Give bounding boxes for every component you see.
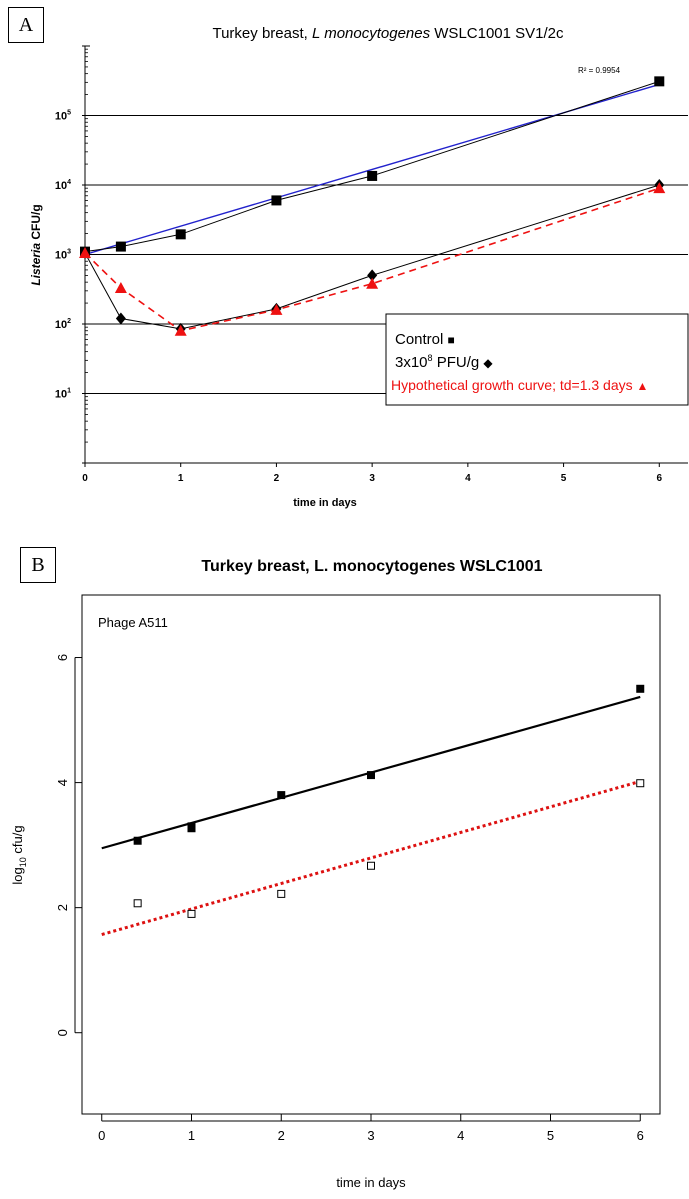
y-tick-label-0: 101: [55, 388, 71, 401]
control-point-3: [277, 791, 286, 800]
chart-b-y-ticks: 0 2 4 6: [55, 654, 82, 1036]
legend-item-phage: 3x108 PFU/g ◆: [395, 353, 493, 371]
phage-fit-line: [101, 779, 641, 936]
chart-b-title: Turkey breast, L. monocytogenes WSLC1001: [201, 558, 542, 575]
x-tick-label-3: 3: [367, 1128, 374, 1143]
x-tick-label-5: 5: [561, 473, 567, 484]
x-tick-label-2: 2: [274, 473, 280, 484]
x-tick-label-6: 6: [657, 473, 663, 484]
chart-b-points: [133, 684, 645, 918]
chart-a: Turkey breast, L monocytogenes WSLC1001 …: [29, 25, 689, 509]
control-fit-line: [101, 695, 641, 850]
control-point-5: [636, 684, 645, 693]
y-tick-label-2: 4: [55, 779, 70, 786]
point-square-3: [271, 195, 282, 206]
x-tick-label-1: 1: [188, 1128, 195, 1143]
y-tick-label-1: 2: [55, 904, 70, 911]
x-tick-label-2: 2: [278, 1128, 285, 1143]
chart-b-y-axis-label: log10 cfu/g: [10, 825, 28, 884]
point-square-1: [115, 241, 126, 252]
phage-point-0: [133, 899, 142, 908]
y-tick-label-3: 104: [55, 179, 71, 192]
point-triangle-4: [366, 277, 379, 289]
chart-b-fit-lines: [101, 695, 641, 936]
y-tick-label-2: 103: [55, 249, 71, 262]
phage-point-2: [277, 889, 286, 898]
control-point-2: [187, 822, 196, 831]
x-tick-label-3: 3: [369, 473, 375, 484]
point-triangle-2: [174, 324, 187, 336]
point-square-2: [175, 229, 186, 240]
series-line-0: [84, 80, 660, 253]
point-triangle-0: [79, 247, 91, 259]
control-point-0: [133, 836, 142, 845]
point-square-4: [367, 170, 378, 181]
point-diamond-1: [115, 312, 126, 325]
y-tick-label-3: 6: [55, 654, 70, 661]
point-diamond-4: [367, 269, 378, 282]
control-point-1: [187, 824, 196, 833]
series-line-1: [84, 184, 660, 330]
control-point-4: [367, 771, 375, 780]
y-tick-label-0: 0: [55, 1029, 70, 1036]
point-triangle-5: [653, 182, 666, 194]
legend-box: [385, 313, 689, 406]
x-tick-label-4: 4: [465, 473, 471, 484]
x-tick-label-0: 0: [82, 473, 88, 484]
chart-a-series: [79, 76, 666, 336]
chart-b-plot-frame: [81, 594, 661, 1115]
chart-b-inset-label: Phage A511: [98, 615, 168, 630]
y-tick-label-4: 105: [55, 110, 71, 123]
chart-b-x-axis-label: time in days: [336, 1175, 406, 1190]
phage-point-3: [367, 861, 375, 870]
chart-a-x-axis-label: time in days: [293, 497, 357, 509]
panel-b-label: B: [20, 547, 56, 583]
chart-a-y-ticks: 101 102 103 104 105: [55, 110, 71, 401]
chart-b-x-ticks: 0 1 2 3 4 5 6: [98, 1114, 644, 1143]
phage-point-4: [636, 779, 645, 788]
chart-a-y-axis-label: Listeria CFU/g: [29, 204, 43, 285]
legend-item-hypothetical: Hypothetical growth curve; td=1.3 days ▲: [391, 377, 648, 393]
chart-a-title: Turkey breast, L monocytogenes WSLC1001 …: [212, 25, 564, 42]
phage-point-1: [187, 909, 196, 918]
chart-a-r2-annotation: R² = 0.9954: [578, 66, 621, 75]
point-triangle-1: [114, 281, 127, 293]
x-tick-label-1: 1: [178, 473, 184, 484]
legend-item-control: Control ■: [395, 331, 455, 348]
series-line-2: [84, 187, 660, 332]
chart-a-legend: Control ■ 3x108 PFU/g ◆ Hypothetical gro…: [385, 313, 689, 406]
x-tick-label-6: 6: [637, 1128, 644, 1143]
y-tick-label-1: 102: [55, 318, 71, 331]
x-tick-label-0: 0: [98, 1128, 105, 1143]
panel-a-label: A: [8, 7, 44, 43]
x-tick-label-5: 5: [547, 1128, 554, 1143]
chart-a-x-ticks: 0 1 2 3 4 5 6: [82, 463, 663, 484]
x-tick-label-4: 4: [457, 1128, 464, 1143]
point-triangle-3: [270, 303, 283, 315]
point-square-5: [654, 76, 665, 87]
